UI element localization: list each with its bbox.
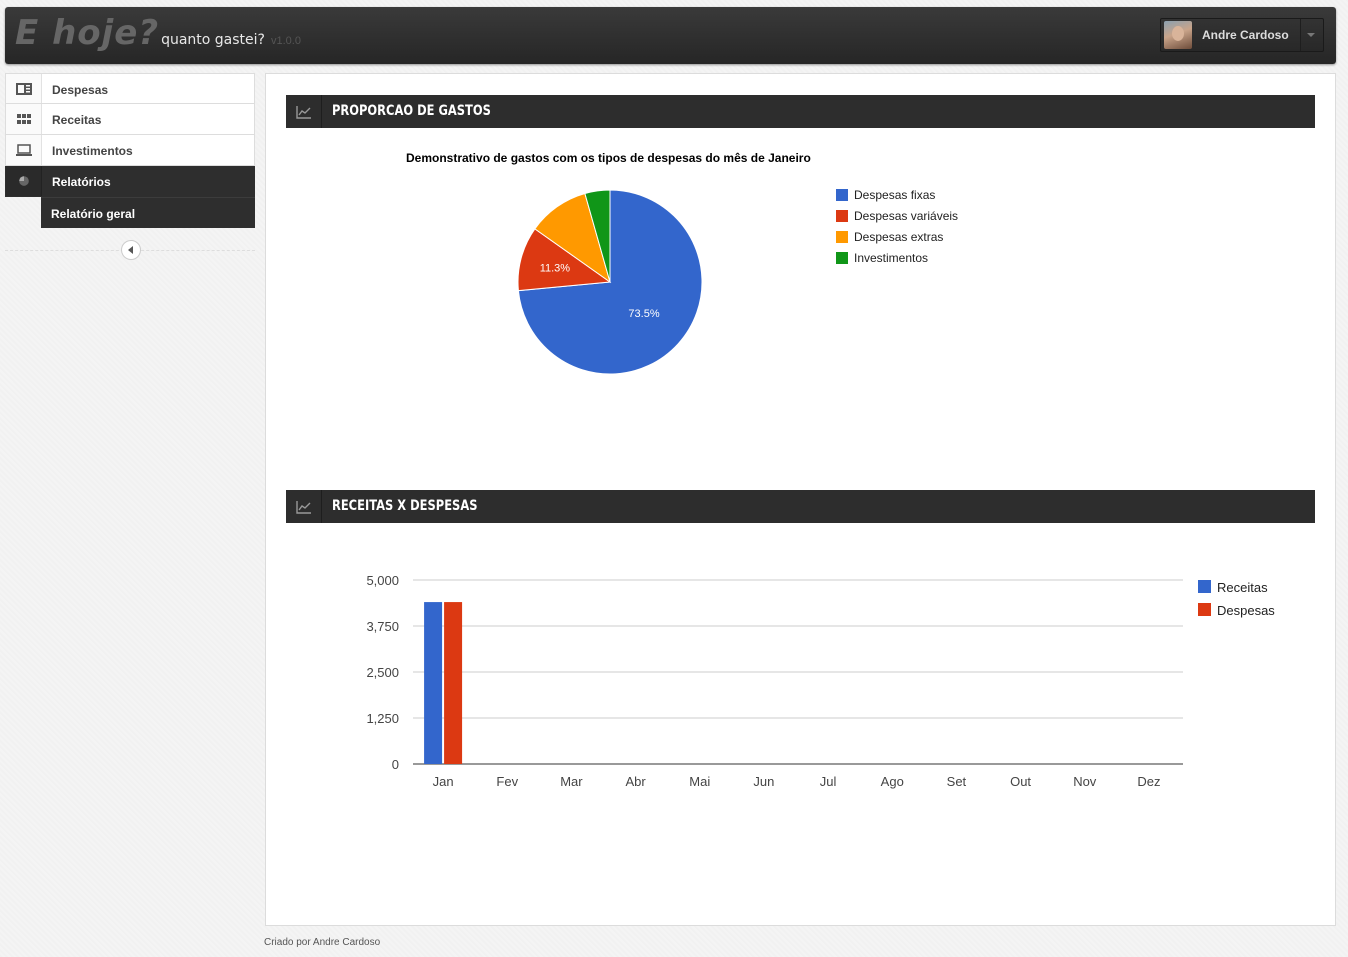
chevron-down-icon[interactable] <box>1307 33 1315 37</box>
legend-swatch <box>836 252 848 264</box>
newspaper-icon <box>16 83 32 95</box>
line-chart-icon <box>296 106 311 119</box>
app-version: v1.0.0 <box>270 35 301 47</box>
widget-header-receitas-despesas: Receitas x Despesas <box>286 490 1315 523</box>
user-menu-separator <box>1300 19 1301 51</box>
legend-label: Receitas <box>1217 580 1268 595</box>
x-tick-label: Dez <box>1137 774 1160 789</box>
sidebar-item-investimentos[interactable]: Investimentos <box>5 135 255 166</box>
x-tick-label: Jun <box>753 774 774 789</box>
legend-swatch <box>1198 603 1211 616</box>
legend-label: Despesas extras <box>854 230 943 244</box>
pie-slice-label: 73.5% <box>628 308 659 320</box>
sidebar-icon-cell <box>6 135 42 165</box>
widget-header-proporcao: Proporcao de gastos <box>286 95 1315 128</box>
legend-swatch <box>836 189 848 201</box>
sidebar-icon-cell <box>6 74 42 103</box>
legend-label: Despesas variáveis <box>854 209 958 223</box>
x-tick-label: Fev <box>496 774 518 789</box>
top-navbar: E hoje? quanto gastei? v1.0.0 Andre Cardos… <box>5 7 1336 64</box>
sidebar-item-despesas[interactable]: Despesas <box>5 73 255 104</box>
brand-subtitle: quanto gastei? <box>161 32 265 48</box>
sidebar: Despesas Receitas Investimentos <box>5 73 255 228</box>
x-tick-label: Ago <box>881 774 904 789</box>
y-tick-label: 1,250 <box>366 711 399 726</box>
line-chart-icon <box>296 501 311 514</box>
y-tick-label: 2,500 <box>366 665 399 680</box>
sidebar-subitem-label: Relatório geral <box>51 207 136 221</box>
brand-logo[interactable]: E hoje? quanto gastei? v1.0.0 <box>15 13 301 59</box>
sidebar-icon-cell <box>6 104 42 134</box>
pie-chart: Demonstrativo de gastos com os tipos de … <box>406 151 958 375</box>
x-tick-label: Jan <box>433 774 454 789</box>
legend-label: Despesas <box>1217 603 1275 618</box>
sidebar-item-label: Relatórios <box>52 175 111 189</box>
widget-icon-cell <box>286 490 322 523</box>
legend-label: Investimentos <box>854 251 928 265</box>
sidebar-icon-cell <box>6 166 42 196</box>
pie-slice[interactable] <box>517 228 612 292</box>
x-tick-label: Set <box>947 774 967 789</box>
user-name: Andre Cardoso <box>1202 28 1289 42</box>
user-menu-button[interactable]: Andre Cardoso <box>1160 18 1324 52</box>
y-tick-label: 5,000 <box>366 573 399 588</box>
legend-swatch <box>836 210 848 222</box>
bar-chart: 0 1,250 2,500 3,750 5,000 Jan Fev Mar Abr Mai Jun J… <box>366 573 1275 789</box>
widget-title: Receitas x Despesas <box>332 498 478 514</box>
bar[interactable] <box>444 602 463 764</box>
avatar <box>1164 21 1192 49</box>
x-tick-label: Nov <box>1073 774 1097 789</box>
legend-swatch <box>836 231 848 243</box>
sidebar-item-receitas[interactable]: Receitas <box>5 104 255 135</box>
laptop-icon <box>16 144 32 156</box>
pie-slice-label: 11.3% <box>540 262 571 274</box>
x-tick-label: Out <box>1010 774 1031 789</box>
brand-title: E hoje? <box>15 13 160 53</box>
sidebar-item-label: Despesas <box>52 83 109 97</box>
widget-title: Proporcao de gastos <box>332 103 491 119</box>
bar[interactable] <box>424 602 443 764</box>
y-tick-label: 0 <box>392 757 399 772</box>
pie-chart-icon <box>19 176 29 186</box>
x-tick-label: Mar <box>560 774 583 789</box>
x-tick-label: Jul <box>820 774 837 789</box>
main-content: Proporcao de gastos Demonstrativo de gas… <box>265 73 1336 926</box>
legend-swatch <box>1198 580 1211 593</box>
sidebar-subitem-relatorio-geral[interactable]: Relatório geral <box>41 197 255 228</box>
sidebar-item-label: Receitas <box>52 113 102 127</box>
grid-icon <box>17 114 31 124</box>
pie-slice[interactable] <box>584 189 611 283</box>
x-tick-label: Mai <box>689 774 710 789</box>
x-tick-label: Abr <box>625 774 646 789</box>
footer-credit: Criado por Andre Cardoso <box>264 937 381 948</box>
legend-label: Despesas fixas <box>854 188 935 202</box>
y-tick-label: 3,750 <box>366 619 399 634</box>
chart-title: Demonstrativo de gastos com os tipos de … <box>406 151 811 165</box>
widget-icon-cell <box>286 95 322 128</box>
sidebar-item-relatorios[interactable]: Relatórios <box>5 166 255 197</box>
sidebar-item-label: Investimentos <box>52 144 133 158</box>
sidebar-collapse-button[interactable] <box>121 240 141 260</box>
